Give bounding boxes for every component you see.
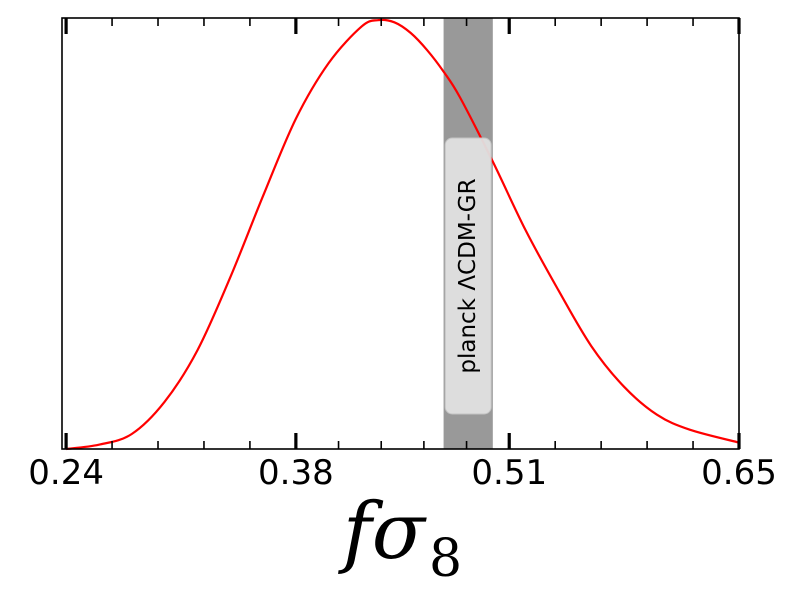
tick-layer [64, 18, 741, 449]
x-tick-label: 0.38 [258, 453, 334, 493]
x-tick-label: 0.51 [471, 453, 547, 493]
x-axis-label: fσ [338, 487, 427, 577]
x-axis-label-subscript: 8 [429, 529, 462, 589]
band-label: planck ΛCDM-GR [455, 178, 481, 373]
x-tick-label: 0.65 [701, 453, 777, 493]
curve-layer [65, 18, 740, 451]
band-label-box [444, 137, 492, 415]
tick-label-layer: 0.24 0.38 0.51 0.65 [28, 453, 777, 493]
axes-frame [61, 17, 740, 450]
x-tick-label: 0.24 [28, 453, 104, 493]
band-label-group: planck ΛCDM-GR [444, 137, 492, 415]
x-axis-label-main: fσ [338, 487, 427, 577]
likelihood-curve-0 [65, 18, 740, 451]
